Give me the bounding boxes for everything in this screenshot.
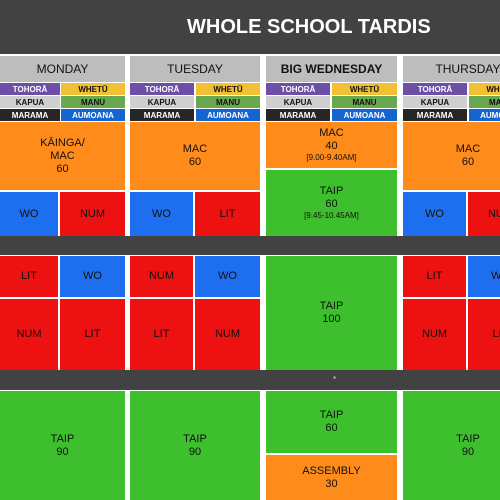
- break-band-lunch: [0, 370, 500, 390]
- group-manu: MANU: [196, 96, 260, 108]
- group-marama: MARAMA: [130, 109, 194, 121]
- session-wo: WO: [60, 256, 125, 297]
- session-mac: MAC 60: [130, 122, 260, 190]
- session-assembly: ASSEMBLY 30: [266, 455, 397, 500]
- session-row-2: WO NUM: [403, 192, 500, 236]
- group-aumoana: AUMOANA: [469, 109, 500, 121]
- session-kainga-mac: KĀINGA/ MAC 60: [0, 122, 125, 190]
- session-num: NUM: [468, 192, 500, 236]
- session-taip: TAIP 90: [403, 391, 500, 500]
- session-label: MAC: [182, 143, 208, 155]
- session-label: TAIP: [183, 432, 207, 445]
- session-lit: LIT: [403, 256, 466, 297]
- session-minutes: 60: [56, 162, 69, 175]
- session-num: NUM: [195, 299, 260, 370]
- session-label: ASSEMBLY: [302, 464, 361, 477]
- day-header-tuesday: TUESDAY: [130, 56, 260, 82]
- group-kapua: KAPUA: [403, 96, 467, 108]
- session-taip: TAIP 90: [0, 391, 125, 500]
- session-wo: WO: [0, 192, 58, 236]
- session-wo: WO: [468, 256, 500, 297]
- session-wo: WO: [403, 192, 466, 236]
- page-title: WHOLE SCHOOL TARDIS: [187, 16, 431, 38]
- session-label: MAC: [455, 143, 481, 155]
- session-label: TAIP: [319, 185, 344, 197]
- session-minutes: 90: [188, 445, 202, 458]
- session-num: NUM: [60, 192, 125, 236]
- group-manu: MANU: [332, 96, 397, 108]
- session-minutes: 30: [325, 477, 338, 490]
- session-row-2: WO LIT: [130, 192, 260, 236]
- group-manu: MANU: [61, 96, 125, 108]
- session-minutes: 90: [56, 445, 69, 458]
- day-column-monday: MONDAY TOHORĀ WHETŪ KAPUA MANU MARAMA AU…: [0, 54, 125, 500]
- day-column-wednesday: BIG WEDNESDAY TOHORĀ WHETŪ KAPUA MANU MA…: [266, 54, 397, 500]
- group-whetu: WHETŪ: [469, 83, 500, 95]
- session-mac: MAC 60: [403, 122, 500, 190]
- session-label: TAIP: [319, 409, 344, 421]
- group-kapua: KAPUA: [0, 96, 60, 108]
- session-num: NUM: [403, 299, 466, 370]
- day-header-wednesday: BIG WEDNESDAY: [266, 56, 397, 82]
- session-row-3: LIT WO: [403, 256, 500, 297]
- group-tohora: TOHORĀ: [130, 83, 194, 95]
- session-label: TAIP: [319, 300, 344, 312]
- break-band-marker: *: [333, 375, 337, 384]
- session-taip-midday: TAIP 100: [266, 256, 397, 370]
- session-row-4: NUM LIT: [0, 299, 125, 370]
- session-minutes: 100: [322, 313, 341, 325]
- group-marama: MARAMA: [403, 109, 467, 121]
- session-row-3: LIT WO: [0, 256, 125, 297]
- group-aumoana: AUMOANA: [332, 109, 397, 121]
- group-aumoana: AUMOANA: [61, 109, 125, 121]
- session-label: KĀINGA/ MAC: [40, 136, 85, 162]
- session-wo: WO: [130, 192, 193, 236]
- group-kapua: KAPUA: [266, 96, 330, 108]
- session-lit: LIT: [130, 299, 193, 370]
- session-wo: WO: [195, 256, 260, 297]
- session-row-3: NUM WO: [130, 256, 260, 297]
- session-minutes: 60: [188, 156, 202, 168]
- session-label: MAC: [319, 127, 344, 139]
- day-column-tuesday: TUESDAY TOHORĀ WHETŪ KAPUA MANU MARAMA A…: [130, 54, 260, 500]
- session-lit: LIT: [195, 192, 260, 236]
- title-bar: WHOLE SCHOOL TARDIS: [0, 0, 500, 54]
- break-band-morning: [0, 236, 500, 255]
- session-row-4: NUM LIT: [403, 299, 500, 370]
- group-manu: MANU: [469, 96, 500, 108]
- session-minutes: 60: [325, 198, 338, 210]
- group-whetu: WHETŪ: [332, 83, 397, 95]
- session-lit: LIT: [0, 256, 58, 297]
- session-minutes: 60: [461, 156, 475, 168]
- session-minutes: 40: [325, 140, 338, 152]
- session-time: [9.00-9.40AM]: [306, 153, 357, 162]
- day-column-thursday: THURSDAY TOHORĀ WHETŪ KAPUA MANU MARAMA …: [403, 54, 500, 500]
- group-tohora: TOHORĀ: [266, 83, 330, 95]
- group-tohora: TOHORĀ: [0, 83, 60, 95]
- session-lit: LIT: [468, 299, 500, 370]
- session-minutes: 90: [461, 445, 475, 458]
- session-row-4: LIT NUM: [130, 299, 260, 370]
- session-time: [9.45-10.45AM]: [304, 211, 359, 220]
- session-lit: LIT: [60, 299, 125, 370]
- day-header-thursday: THURSDAY: [403, 56, 500, 82]
- session-num: NUM: [0, 299, 58, 370]
- session-taip-morning: TAIP 60 [9.45-10.45AM]: [266, 170, 397, 236]
- group-kapua: KAPUA: [130, 96, 194, 108]
- group-marama: MARAMA: [0, 109, 60, 121]
- group-marama: MARAMA: [266, 109, 330, 121]
- session-label: TAIP: [50, 432, 75, 445]
- day-header-monday: MONDAY: [0, 56, 125, 82]
- session-taip-afternoon: TAIP 60: [266, 391, 397, 453]
- group-aumoana: AUMOANA: [196, 109, 260, 121]
- group-whetu: WHETŪ: [61, 83, 125, 95]
- session-label: TAIP: [456, 432, 480, 445]
- group-tohora: TOHORĀ: [403, 83, 467, 95]
- session-taip: TAIP 90: [130, 391, 260, 500]
- session-num: NUM: [130, 256, 193, 297]
- session-mac: MAC 40 [9.00-9.40AM]: [266, 122, 397, 168]
- session-minutes: 60: [325, 422, 338, 434]
- session-row-2: WO NUM: [0, 192, 125, 236]
- group-whetu: WHETŪ: [196, 83, 260, 95]
